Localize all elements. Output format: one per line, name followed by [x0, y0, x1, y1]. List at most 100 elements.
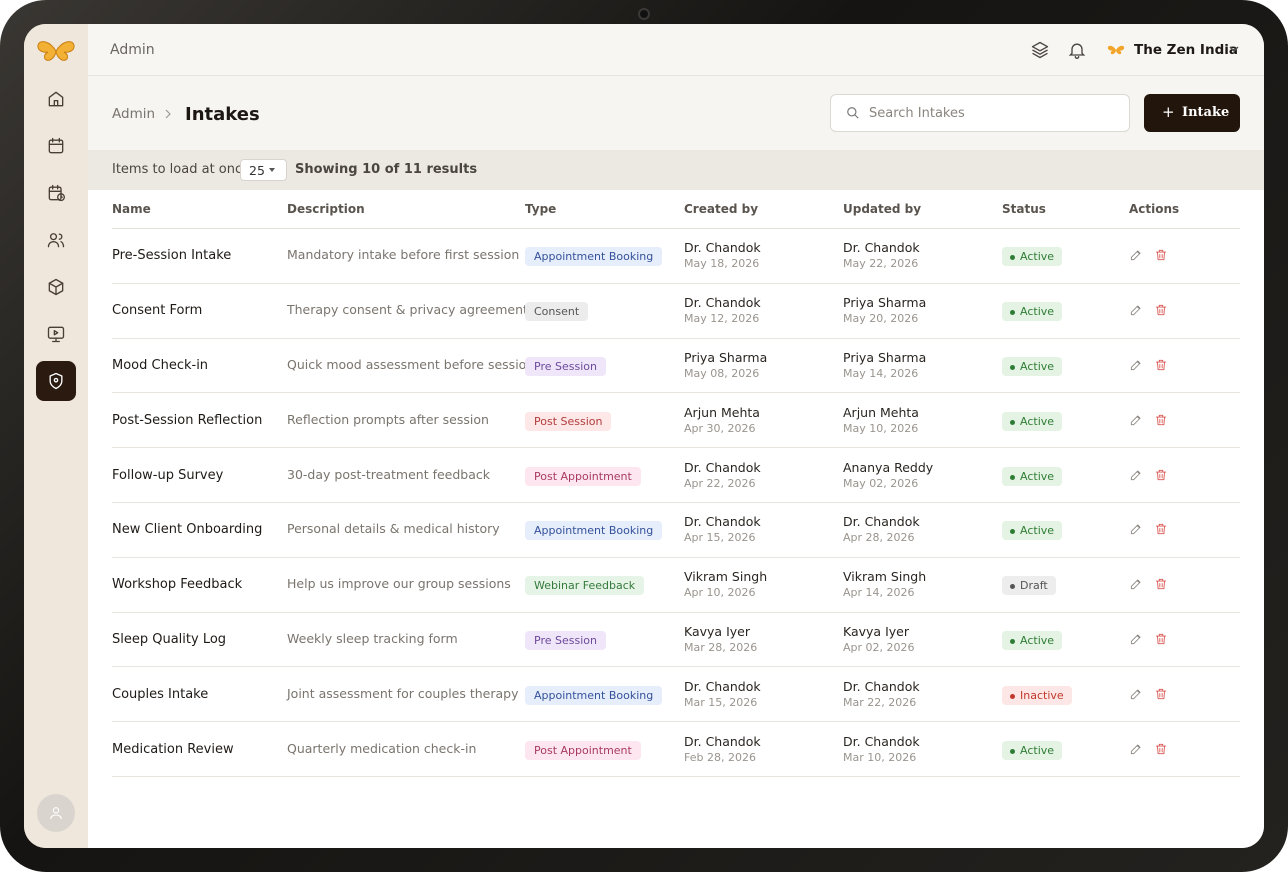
- edit-button[interactable]: [1129, 632, 1143, 646]
- column-header: Actions: [1129, 202, 1180, 216]
- icon-path: [1155, 633, 1167, 645]
- table-header: Name Description Type Created by Updated by S…: [112, 190, 1240, 229]
- table-row: Sleep Quality Log Weekly sleep tracking f…: [112, 613, 1240, 668]
- created-by: Dr. Chandok: [684, 459, 761, 475]
- page-title: Intakes: [185, 104, 260, 125]
- created-by: Kavya Iyer: [684, 623, 750, 639]
- created-by: Dr. Chandok: [684, 514, 761, 530]
- edit-button[interactable]: [1129, 303, 1143, 317]
- delete-button[interactable]: [1154, 742, 1168, 756]
- delete-button[interactable]: [1154, 522, 1168, 536]
- page-size-select[interactable]: 25: [240, 159, 287, 181]
- org-logo: [1107, 45, 1125, 55]
- type-badge: Post Session: [525, 411, 612, 431]
- intake-name[interactable]: Couples Intake: [112, 686, 209, 702]
- edit-button[interactable]: [1129, 522, 1143, 536]
- intake-name[interactable]: Pre-Session Intake: [112, 248, 232, 264]
- nav-home[interactable]: [36, 79, 76, 119]
- intake-name[interactable]: New Client Onboarding: [112, 522, 263, 538]
- delete-button[interactable]: [1154, 577, 1168, 591]
- intake-name[interactable]: Sleep Quality Log: [112, 631, 227, 647]
- updated-on: May 02, 2026: [843, 476, 919, 490]
- edit-button[interactable]: [1129, 577, 1143, 591]
- search-box[interactable]: Search Intakes: [830, 94, 1130, 132]
- intake-name[interactable]: Follow-up Survey: [112, 467, 224, 483]
- created-by: Arjun Mehta: [684, 404, 760, 420]
- delete-button[interactable]: [1154, 248, 1168, 262]
- icon-path: [1130, 634, 1141, 645]
- table-row: Medication Review Quarterly medication ch…: [112, 722, 1240, 777]
- delete-button[interactable]: [1154, 632, 1168, 646]
- created-on: Apr 15, 2026: [684, 531, 756, 545]
- add-intake-button[interactable]: + Intake: [1144, 94, 1240, 132]
- org-name[interactable]: The Zen India: [1134, 42, 1238, 58]
- created-by: Dr. Chandok: [684, 240, 761, 256]
- status-badge: Active: [1002, 740, 1063, 760]
- edit-button[interactable]: [1129, 687, 1143, 701]
- created-on: May 08, 2026: [684, 366, 760, 380]
- icon-path: [1155, 359, 1167, 371]
- user-avatar[interactable]: [37, 794, 75, 832]
- intake-name[interactable]: Workshop Feedback: [112, 577, 243, 593]
- add-intake-label: Intake: [1182, 105, 1230, 120]
- nav-schedule[interactable]: [36, 173, 76, 213]
- type-badge: Appointment Booking: [525, 521, 663, 541]
- intake-name[interactable]: Mood Check-in: [112, 357, 209, 373]
- org-chevron[interactable]: [1228, 44, 1240, 54]
- icon-path: [1130, 360, 1141, 371]
- layers-icon[interactable]: [1030, 40, 1050, 60]
- delete-button[interactable]: [1154, 413, 1168, 427]
- nav-calendar[interactable]: [36, 126, 76, 166]
- created-by: Dr. Chandok: [684, 678, 761, 694]
- edit-button[interactable]: [1129, 358, 1143, 372]
- created-by: Vikram Singh: [684, 569, 768, 585]
- top-bar: Admin The Zen India: [88, 24, 1264, 76]
- updated-on: Apr 14, 2026: [843, 586, 915, 600]
- delete-button[interactable]: [1154, 687, 1168, 701]
- created-on: Feb 28, 2026: [684, 750, 756, 764]
- camera: [638, 8, 650, 20]
- status-badge: Active: [1002, 630, 1063, 650]
- delete-button[interactable]: [1154, 468, 1168, 482]
- column-header: Status: [1002, 202, 1046, 216]
- intake-description: Help us improve our group sessions: [287, 576, 511, 592]
- nav-admin-active[interactable]: [36, 361, 76, 401]
- nav-webinars[interactable]: [36, 314, 76, 354]
- section-title: Admin: [110, 42, 155, 58]
- type-badge: Appointment Booking: [525, 247, 663, 267]
- status-badge: Inactive: [1002, 685, 1072, 705]
- column-header: Type: [525, 202, 557, 216]
- created-on: Mar 28, 2026: [684, 640, 758, 654]
- updated-on: May 14, 2026: [843, 366, 919, 380]
- edit-button[interactable]: [1129, 468, 1143, 482]
- intake-name[interactable]: Medication Review: [112, 741, 234, 757]
- icon-path: [1130, 524, 1141, 535]
- plus-icon: +: [1162, 103, 1175, 121]
- icon-path: [1155, 743, 1167, 754]
- sidebar: [24, 24, 88, 848]
- intake-name[interactable]: Consent Form: [112, 303, 203, 319]
- icon-path: [1130, 305, 1141, 316]
- updated-on: Apr 02, 2026: [843, 640, 915, 654]
- delete-button[interactable]: [1154, 358, 1168, 372]
- table-row: Couples Intake Joint assessment for coupl…: [112, 667, 1240, 723]
- intake-description: Reflection prompts after session: [287, 411, 489, 427]
- breadcrumb-parent[interactable]: Admin: [112, 106, 156, 122]
- edit-button[interactable]: [1129, 742, 1143, 756]
- nav-clients[interactable]: [36, 220, 76, 260]
- icon-path: [1155, 414, 1167, 425]
- edit-button[interactable]: [1129, 248, 1143, 262]
- created-on: May 18, 2026: [684, 257, 760, 271]
- icon-path: [1155, 305, 1167, 316]
- notifications-icon[interactable]: [1067, 40, 1087, 60]
- icon-path: [1130, 579, 1141, 590]
- table-row: New Client Onboarding Personal details & …: [112, 503, 1240, 558]
- table-row: Follow-up Survey 30-day post-treatment fe…: [112, 448, 1240, 503]
- intake-name[interactable]: Post-Session Reflection: [112, 412, 263, 428]
- nav-packages[interactable]: [36, 267, 76, 307]
- icon-path: [1155, 524, 1167, 535]
- created-on: Apr 22, 2026: [684, 476, 756, 490]
- icon-path: [1130, 689, 1141, 699]
- edit-button[interactable]: [1129, 413, 1143, 427]
- delete-button[interactable]: [1154, 303, 1168, 317]
